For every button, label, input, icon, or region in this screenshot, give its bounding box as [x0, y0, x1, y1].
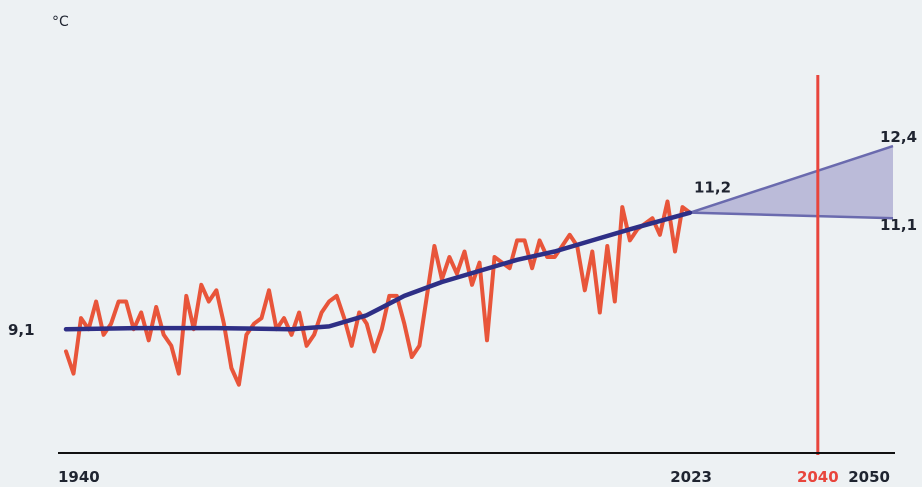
- trend-line: [63, 210, 693, 332]
- start-value-label: 9,1: [8, 321, 35, 339]
- upper-projection-label: 12,4: [880, 128, 917, 146]
- lower-projection-label: 11,1: [880, 216, 917, 234]
- projection-upper-line: [689, 144, 894, 214]
- x-axis-ticks: 1940 2023 2040 2050: [58, 468, 890, 486]
- annual-temperature-line: [64, 199, 692, 387]
- unit-label: °C: [52, 14, 69, 30]
- plot-area: [63, 75, 894, 455]
- x-tick-label-2023: 2023: [670, 468, 712, 486]
- projection-lower-line: [689, 211, 894, 220]
- projection-range-area: [690, 146, 893, 219]
- x-tick-label-1940: 1940: [58, 468, 100, 486]
- current-value-label: 11,2: [694, 179, 731, 197]
- value-labels: 9,1 11,2 12,4 11,1: [8, 128, 917, 339]
- x-tick-label-2050: 2050: [848, 468, 890, 486]
- x-tick-label-2040: 2040: [797, 468, 839, 486]
